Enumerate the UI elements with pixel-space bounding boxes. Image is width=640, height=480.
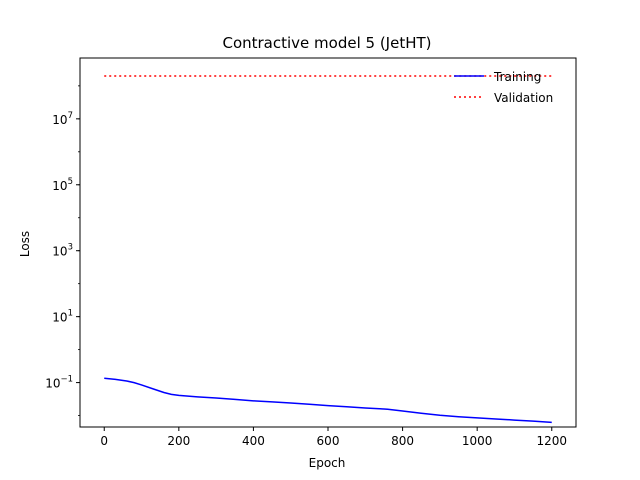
- y-tick-label: 101: [52, 309, 73, 325]
- y-tick-label: 105: [52, 177, 73, 193]
- legend-label-validation: Validation: [494, 91, 553, 105]
- x-tick-label: 800: [391, 434, 414, 448]
- y-tick-label: 10−1: [45, 375, 73, 391]
- y-axis-label: Loss: [18, 231, 32, 257]
- y-tick-label: 103: [52, 243, 73, 259]
- x-tick-label: 600: [317, 434, 340, 448]
- x-tick-label: 400: [242, 434, 265, 448]
- y-tick-label: 107: [52, 111, 73, 127]
- x-tick-label: 0: [100, 434, 108, 448]
- plot-layer: [104, 75, 552, 424]
- legend: Training Validation: [454, 70, 553, 105]
- chart-title: Contractive model 5 (JetHT): [222, 34, 431, 52]
- tick-layer: 0 200 400 600 800 1000 1200 10−1 101 103 105 107: [45, 85, 567, 448]
- x-axis-label: Epoch: [309, 456, 346, 470]
- x-tick-label: 200: [167, 434, 190, 448]
- x-tick-label: 1000: [462, 434, 493, 448]
- legend-label-training: Training: [493, 70, 541, 84]
- series-line-training: [104, 377, 552, 424]
- x-tick-label: 1200: [536, 434, 567, 448]
